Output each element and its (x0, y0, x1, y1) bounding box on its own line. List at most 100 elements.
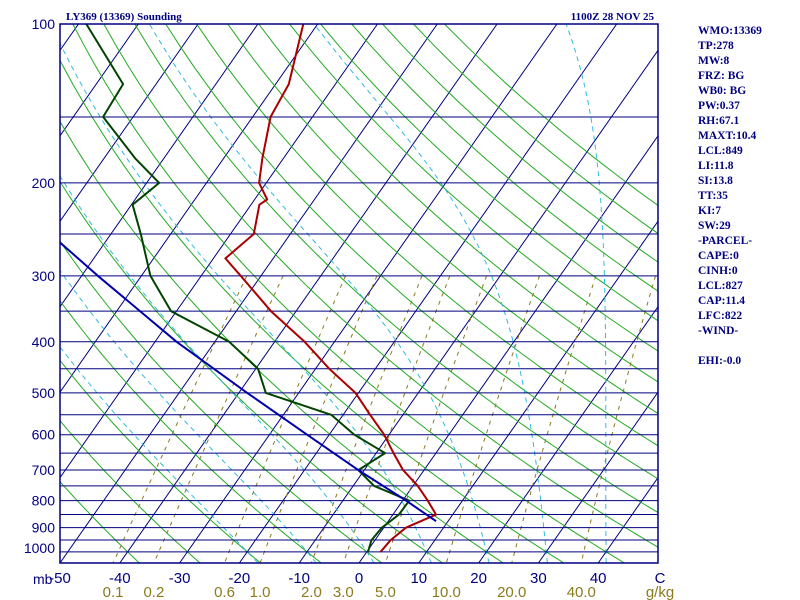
mixing-ratio-label: 2.0 (301, 584, 322, 600)
dry-adiabat-line (60, 59, 565, 563)
mixing-ratio-label: 0.6 (214, 584, 235, 600)
moist-adiabat-line (60, 175, 375, 563)
pressure-label: 100 (32, 16, 56, 32)
index-entry: SW:29 (698, 220, 731, 232)
temperature-tick-label: 20 (470, 570, 487, 587)
index-entry: MW:8 (698, 55, 730, 67)
temperature-trace (224, 24, 437, 553)
index-entry: PW:0.37 (698, 100, 740, 112)
mixing-ratio-line (224, 275, 347, 563)
isotherm-line (60, 24, 438, 563)
dry-adiabat-line (227, 24, 658, 415)
pressure-unit-label: mb (33, 571, 53, 587)
dry-adiabat-line (196, 24, 658, 447)
isotherm-line (60, 24, 378, 479)
dry-adiabat-line (289, 24, 658, 352)
mixing-ratio-line (384, 275, 488, 563)
index-entry: WMO:13369 (698, 25, 762, 37)
isotherm-line (478, 305, 658, 563)
temperature-tick-label: -50 (49, 570, 71, 587)
pressure-label: 400 (32, 334, 56, 350)
index-entry: CAPE:0 (698, 250, 739, 262)
dewpoint-trace (85, 24, 411, 553)
mixing-ratio-label: 0.2 (143, 584, 164, 600)
moist-adiabat-line (60, 269, 317, 563)
dry-adiabat-line (134, 24, 658, 514)
index-entry: WB0: BG (698, 85, 747, 97)
temperature-axis-labels: -50 -40 -30 -20 -10 0 10 20 30 40 C (49, 570, 665, 587)
temperature-tick-label: -20 (229, 570, 251, 587)
sounding-datetime: 1100Z 28 NOV 25 (571, 11, 655, 23)
moist-adiabat-line (565, 24, 607, 563)
mixing-ratio-label: 3.0 (333, 584, 354, 600)
mixing-ratio-unit-label: g/kg (646, 584, 674, 600)
pressure-axis-labels: 100 200 300 400 500 600 700 800 900 1000 mb (24, 16, 55, 587)
index-entry: KI:7 (698, 205, 721, 217)
dry-adiabat-line (351, 24, 658, 292)
index-entry: CINH:0 (698, 265, 738, 277)
mixing-ratio-label: 10.0 (432, 584, 461, 600)
isobar-lines (60, 24, 658, 563)
isotherm-line (60, 24, 199, 223)
pressure-label: 900 (32, 520, 56, 536)
sounding-title: LY369 (13369) Sounding (66, 11, 182, 23)
index-entry: -PARCEL- (698, 235, 753, 247)
index-entry: TP:278 (698, 40, 734, 52)
pressure-label: 500 (32, 385, 56, 401)
pressure-label: 200 (32, 175, 56, 191)
index-entry: LCL:827 (698, 280, 743, 292)
temperature-tick-label: 0 (355, 570, 363, 587)
plot-frame (59, 23, 659, 564)
dry-adiabat-line (60, 419, 201, 563)
index-entry: SI:13.8 (698, 175, 733, 187)
dry-adiabat-line (72, 24, 625, 563)
index-entry: LI:11.8 (698, 160, 734, 172)
mixing-ratio-label: 1.0 (250, 584, 271, 600)
dry-adiabat-line (320, 24, 658, 322)
dry-adiabat-lines (60, 24, 658, 563)
moist-adiabat-line (313, 24, 548, 563)
index-entry: TT:35 (698, 190, 728, 202)
temperature-tick-label: -30 (169, 570, 191, 587)
index-entry: LFC:822 (698, 310, 743, 322)
mixing-ratio-label: 20.0 (497, 584, 526, 600)
isotherm-line (358, 134, 658, 563)
mixing-ratio-line (310, 275, 423, 563)
dry-adiabat-line (258, 24, 658, 383)
dry-adiabat-line (103, 24, 658, 548)
mixing-ratio-line (445, 275, 540, 563)
temperature-unit-label: C (655, 570, 666, 587)
mixing-ratio-label: 40.0 (567, 584, 596, 600)
moist-adiabat-lines (60, 24, 607, 563)
mixing-ratio-lines (112, 275, 656, 563)
isotherm-line (60, 24, 259, 308)
index-entry: LCL:849 (698, 145, 743, 157)
mixing-ratio-line (259, 275, 378, 563)
isotherm-line (418, 220, 658, 563)
isotherm-line (60, 24, 139, 137)
isotherm-line (60, 24, 319, 394)
stability-indices-panel: WMO:13369 TP:278 MW:8 FRZ: BG WB0: BG PW:0.37… (698, 24, 798, 369)
index-entry: MAXT:10.4 (698, 130, 757, 142)
isotherm-line (537, 391, 658, 563)
dry-adiabat-line (60, 120, 504, 563)
isotherm-line (179, 24, 558, 563)
mixing-ratio-line (511, 275, 597, 563)
index-entry: CAP:11.4 (698, 295, 745, 307)
pressure-label: 800 (32, 493, 56, 509)
isotherm-line (238, 24, 618, 563)
dry-adiabat-line (60, 480, 140, 563)
dry-adiabat-line (60, 359, 261, 563)
pressure-label: 600 (32, 427, 56, 443)
temperature-tick-label: -10 (288, 570, 310, 587)
index-entry: FRZ: BG (698, 70, 745, 82)
pressure-label: 300 (32, 268, 56, 284)
sounding-series (60, 24, 437, 553)
mixing-ratio-axis-labels: 0.1 0.2 0.6 1.0 2.0 3.0 5.0 10.0 20.0 40.0 g/kg (103, 584, 675, 600)
parcel-trace (60, 241, 437, 523)
mixing-ratio-label: 0.1 (103, 584, 124, 600)
dry-adiabat-line (60, 299, 322, 563)
mixing-ratio-line (580, 275, 656, 563)
index-entry (698, 339, 798, 354)
temperature-tick-label: 40 (590, 570, 607, 587)
